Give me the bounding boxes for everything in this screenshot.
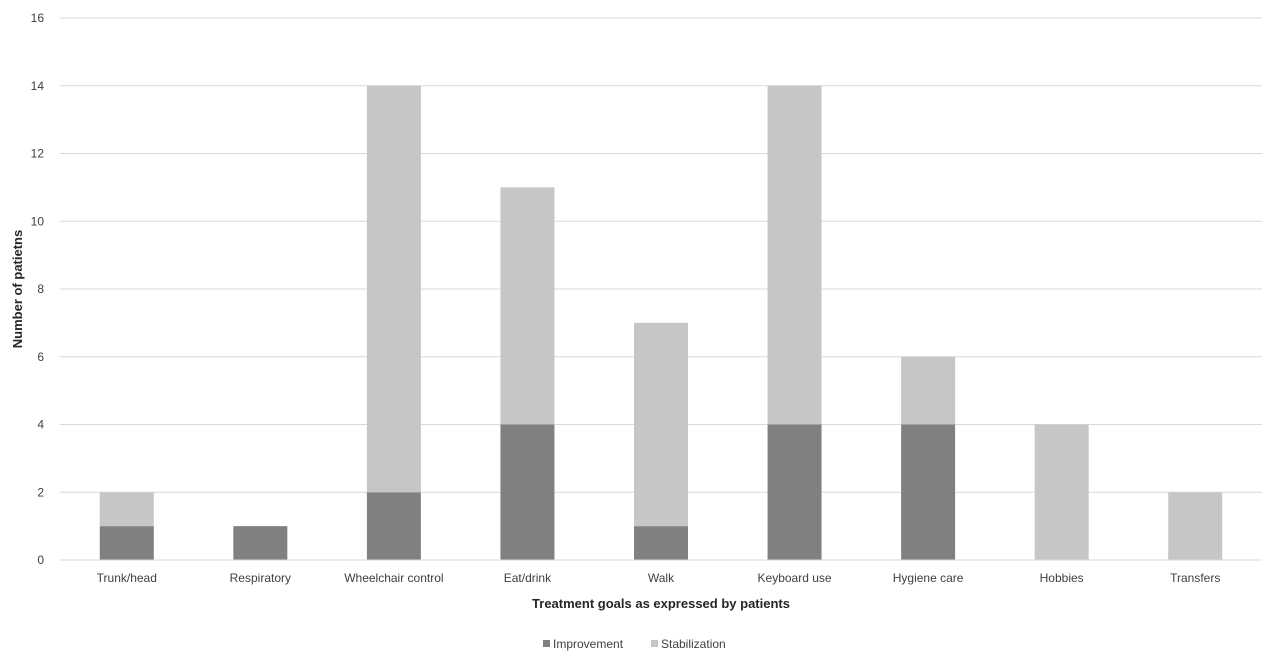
x-axis-title: Treatment goals as expressed by patients bbox=[532, 596, 790, 611]
y-tick-label: 8 bbox=[37, 282, 44, 296]
bar-improvement-1 bbox=[99, 526, 154, 560]
bar-stabilization-5 bbox=[634, 322, 688, 527]
bar-improvement-4 bbox=[500, 424, 555, 560]
y-axis-title: Number of patietns bbox=[10, 230, 25, 348]
bar-improvement-2 bbox=[233, 526, 288, 560]
x-tick-label: Wheelchair control bbox=[344, 571, 443, 585]
x-tick-label: Transfers bbox=[1170, 571, 1220, 585]
bar-stabilization-3 bbox=[366, 85, 421, 493]
y-axis-ticks: 0 2 4 6 8 10 12 14 16 bbox=[31, 11, 45, 567]
bar-improvement-5 bbox=[634, 526, 688, 560]
legend-swatch-improvement bbox=[543, 640, 550, 647]
x-tick-label: Eat/drink bbox=[504, 571, 552, 585]
x-tick-label: Respiratory bbox=[230, 571, 291, 585]
bar-stabilization-8 bbox=[1034, 424, 1089, 560]
y-tick-label: 12 bbox=[31, 147, 45, 161]
y-tick-label: 6 bbox=[37, 350, 44, 364]
bar-stabilization-4 bbox=[500, 187, 555, 425]
x-tick-label: Walk bbox=[648, 571, 675, 585]
x-tick-label: Keyboard use bbox=[758, 571, 832, 585]
legend: Improvement Stabilization bbox=[543, 637, 726, 651]
y-tick-label: 4 bbox=[37, 418, 44, 432]
legend-swatch-stabilization bbox=[651, 640, 658, 647]
y-tick-label: 0 bbox=[37, 553, 44, 567]
legend-label-stabilization: Stabilization bbox=[661, 637, 726, 651]
bars bbox=[99, 85, 1223, 560]
x-tick-label: Hygiene care bbox=[893, 571, 964, 585]
bar-improvement-7 bbox=[901, 424, 956, 560]
legend-label-improvement: Improvement bbox=[553, 637, 624, 651]
bar-improvement-3 bbox=[366, 492, 421, 560]
bar-stabilization-7 bbox=[901, 356, 956, 425]
bar-stabilization-6 bbox=[767, 85, 822, 425]
y-tick-label: 14 bbox=[31, 79, 45, 93]
y-tick-label: 2 bbox=[37, 485, 44, 499]
y-tick-label: 10 bbox=[31, 214, 45, 228]
x-tick-label: Trunk/head bbox=[97, 571, 157, 585]
x-axis-ticks: Trunk/head Respiratory Wheelchair control E… bbox=[97, 571, 1221, 585]
bar-improvement-6 bbox=[767, 424, 822, 560]
x-tick-label: Hobbies bbox=[1040, 571, 1084, 585]
y-tick-label: 16 bbox=[31, 11, 45, 25]
bar-stabilization-1 bbox=[99, 492, 154, 527]
bar-stabilization-9 bbox=[1168, 492, 1223, 560]
